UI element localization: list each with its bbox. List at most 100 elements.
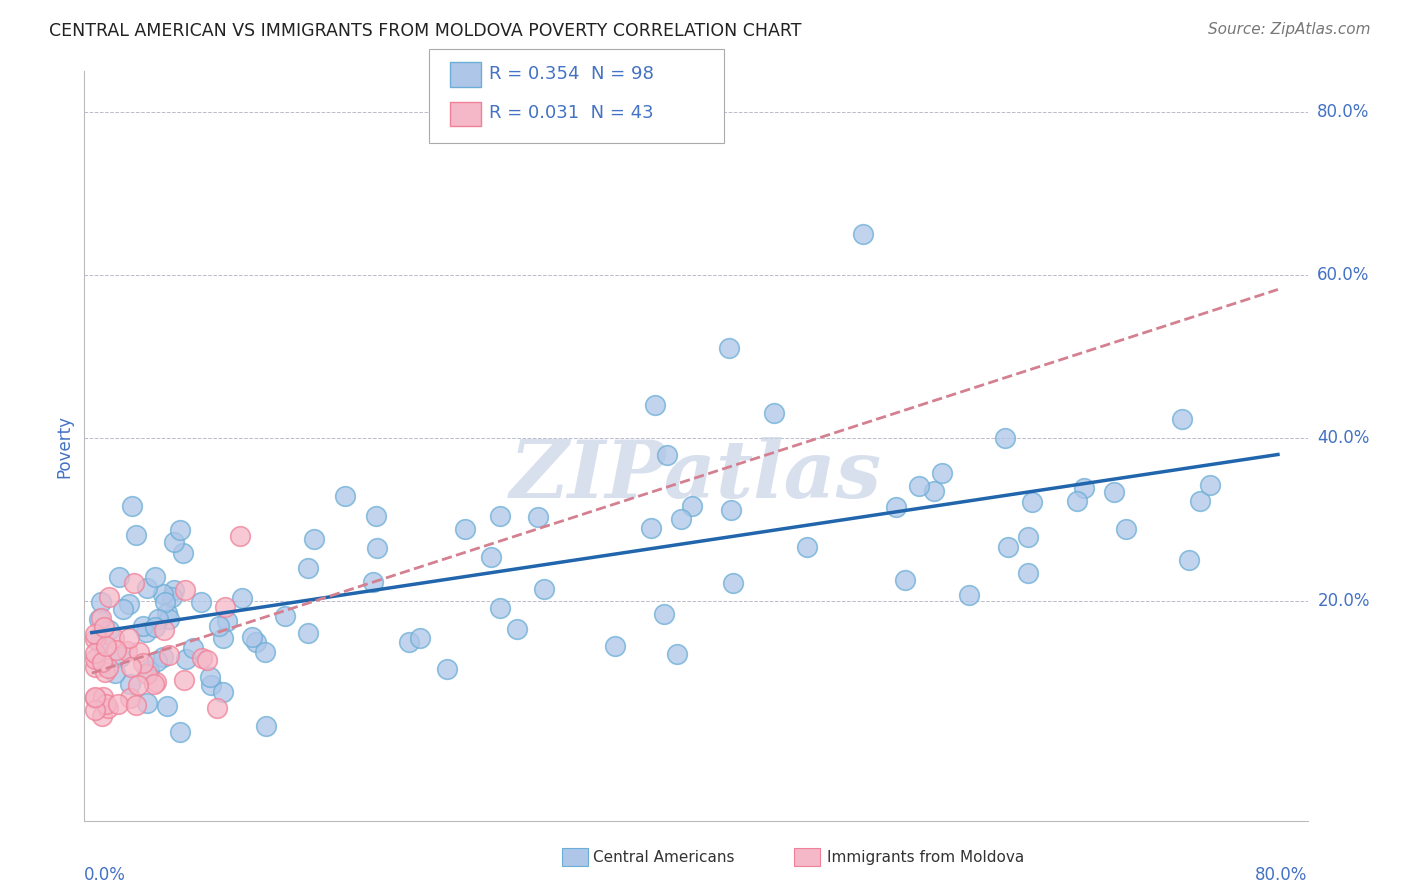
Point [479,549,502,564]
Point [169,725,191,739]
Point [489,601,512,615]
Point [274,609,297,624]
Point [796,540,818,554]
Point [91,690,114,704]
Point [125,528,148,542]
Point [181,641,204,656]
Point [718,341,741,355]
Point [163,534,186,549]
Point [669,512,692,526]
Point [200,677,222,691]
Point [997,540,1019,554]
Point [131,656,153,670]
Point [103,632,125,646]
Point [762,406,785,420]
Point [931,466,953,480]
Point [83,690,105,704]
Point [489,509,512,524]
Point [153,623,176,637]
Point [1189,494,1212,508]
Point [173,673,195,688]
Point [1199,478,1222,492]
Point [108,570,131,584]
Point [723,576,745,591]
Point [90,595,112,609]
Point [83,646,105,660]
Point [231,591,253,605]
Point [169,523,191,537]
Point [89,636,111,650]
Text: 60.0%: 60.0% [1317,266,1369,284]
Point [122,576,145,591]
Text: Central Americans: Central Americans [593,850,735,864]
Point [1066,494,1088,508]
Point [128,645,150,659]
Point [654,607,676,622]
Point [297,625,319,640]
Point [533,582,555,596]
Point [173,546,195,560]
Point [957,588,980,602]
Point [174,652,197,666]
Point [908,479,931,493]
Point [366,541,388,555]
Point [145,675,167,690]
Point [212,631,235,645]
Point [156,699,179,714]
Point [398,635,420,649]
Point [681,499,703,513]
Point [152,587,174,601]
Point [90,709,112,723]
Point [1021,495,1043,509]
Point [333,490,356,504]
Point [136,667,159,681]
Point [104,665,127,680]
Point [195,653,218,667]
Point [454,522,477,536]
Point [117,631,139,645]
Point [120,659,142,673]
Point [212,685,235,699]
Point [89,612,111,626]
Point [146,654,169,668]
Point [886,500,908,514]
Point [83,703,105,717]
Point [198,670,221,684]
Point [229,528,252,542]
Point [138,664,160,678]
Text: ZIPatlas: ZIPatlas [510,437,882,515]
Point [135,582,157,596]
Point [142,677,165,691]
Text: 0.0%: 0.0% [84,865,127,884]
Point [852,227,875,242]
Point [208,619,231,633]
Point [96,639,118,653]
Point [640,521,662,535]
Point [111,602,134,616]
Point [94,697,117,711]
Point [214,600,236,615]
Point [121,500,143,514]
Point [163,583,186,598]
Point [105,643,128,657]
Point [1073,481,1095,495]
Point [83,691,105,706]
Point [97,661,120,675]
Point [302,532,325,546]
Point [143,570,166,584]
Point [160,590,183,604]
Point [894,574,917,588]
Point [146,612,169,626]
Y-axis label: Poverty: Poverty [55,415,73,477]
Point [506,622,529,636]
Point [91,656,114,670]
Text: 40.0%: 40.0% [1317,429,1369,447]
Point [107,697,129,711]
Point [83,632,105,646]
Point [254,645,277,659]
Point [1017,530,1039,544]
Point [173,582,195,597]
Point [361,575,384,590]
Point [110,649,132,664]
Point [120,677,142,691]
